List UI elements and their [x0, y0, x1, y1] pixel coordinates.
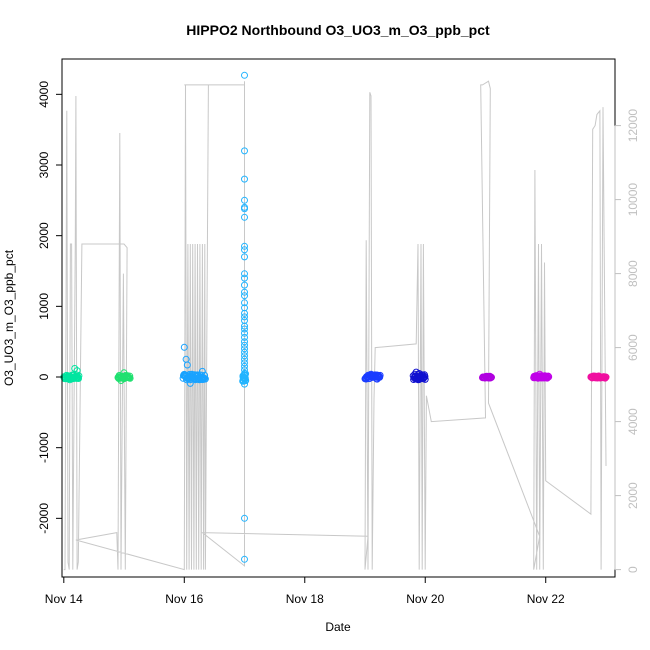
- data-point: [186, 379, 194, 387]
- data-point: [241, 355, 248, 363]
- data-point: [415, 370, 423, 377]
- data-point: [241, 246, 248, 254]
- data-point: [120, 369, 128, 377]
- y-tick-label: 4000: [37, 81, 51, 108]
- y-tick-label: 3000: [37, 151, 51, 178]
- x-tick-label: Nov 20: [406, 592, 444, 606]
- data-point: [241, 71, 248, 79]
- data-point: [241, 380, 248, 388]
- series-flight-6: [409, 368, 429, 384]
- data-point: [241, 288, 248, 296]
- data-point: [241, 213, 248, 221]
- data-point: [241, 341, 248, 349]
- data-point: [241, 352, 248, 360]
- data-point: [241, 359, 248, 367]
- y2-tick-label: 4000: [626, 408, 640, 435]
- plot-frame: [61, 58, 616, 578]
- data-point: [545, 373, 553, 381]
- data-point: [241, 555, 248, 563]
- data-point: [241, 205, 248, 213]
- data-point: [241, 345, 248, 353]
- axes-layer: Nov 14 Nov 16 Nov 18 Nov 20 Nov 22 4000 3000 20…: [37, 81, 640, 606]
- data-point: [200, 374, 208, 382]
- data-point: [241, 366, 248, 374]
- data-point: [241, 333, 248, 341]
- y2-tick-label: 12000: [626, 109, 640, 143]
- data-point: [241, 329, 248, 337]
- series-flight-3: [179, 343, 209, 387]
- y-tick-label: -1000: [37, 432, 51, 463]
- data-point: [241, 242, 248, 250]
- data-point: [241, 281, 248, 289]
- data-point: [536, 370, 544, 378]
- series-flight-2: [114, 369, 134, 384]
- series-flight-9: [587, 372, 610, 382]
- data-point: [421, 373, 429, 381]
- data-point: [66, 376, 74, 384]
- data-point: [421, 375, 429, 383]
- y2-tick-label: 2000: [626, 482, 640, 509]
- altitude-layer: [63, 80, 607, 571]
- data-point: [241, 313, 248, 321]
- data-point: [241, 270, 248, 278]
- y2-tick-label: 8000: [626, 260, 640, 287]
- x-tick-label: Nov 16: [165, 592, 203, 606]
- data-point: [241, 299, 248, 307]
- data-point: [241, 274, 248, 282]
- data-point: [117, 377, 125, 384]
- data-point: [241, 196, 248, 204]
- data-point: [75, 375, 82, 382]
- x-tick-label: Nov 14: [45, 592, 83, 606]
- series-flight-8: [530, 370, 553, 382]
- series-flight-4: [239, 71, 250, 563]
- points-layer: [60, 71, 610, 563]
- altitude-trace: [63, 80, 607, 571]
- data-point: [241, 362, 248, 370]
- data-point: [602, 373, 610, 381]
- y-tick-label: 1000: [37, 293, 51, 320]
- series-flight-7: [479, 372, 495, 382]
- y-tick-label: 0: [37, 373, 51, 380]
- data-point: [241, 147, 248, 155]
- y-tick-label: -2000: [37, 503, 51, 534]
- data-point: [367, 370, 375, 378]
- data-point: [242, 377, 250, 384]
- data-point: [241, 348, 248, 356]
- series-flight-1: [60, 365, 83, 384]
- data-point: [241, 514, 248, 522]
- x-tick-label: Nov 18: [286, 592, 324, 606]
- data-point: [183, 361, 191, 369]
- data-point: [201, 375, 209, 383]
- data-point: [241, 325, 248, 333]
- y-axis-label: O3_UO3_m_O3_ppb_pct: [2, 249, 16, 386]
- y2-tick-label: 10000: [626, 183, 640, 217]
- data-point: [241, 175, 248, 183]
- data-point: [126, 374, 134, 382]
- chart-title: HIPPO2 Northbound O3_UO3_m_O3_ppb_pct: [186, 22, 490, 38]
- data-point: [242, 370, 250, 378]
- x-tick-label: Nov 22: [527, 592, 565, 606]
- data-point: [241, 292, 248, 300]
- y-tick-label: 2000: [37, 222, 51, 249]
- data-point: [241, 309, 248, 317]
- data-point: [201, 371, 209, 379]
- data-point: [241, 322, 248, 330]
- data-point: [241, 338, 248, 346]
- data-point: [198, 367, 206, 375]
- data-point: [241, 253, 248, 261]
- series-flight-5: [361, 370, 384, 383]
- data-point: [73, 367, 81, 375]
- y2-tick-label: 0: [626, 566, 640, 573]
- data-point: [373, 375, 381, 383]
- x-axis-label: Date: [325, 620, 351, 634]
- data-point: [180, 343, 188, 351]
- data-point: [488, 373, 495, 381]
- y2-tick-label: 6000: [626, 334, 640, 361]
